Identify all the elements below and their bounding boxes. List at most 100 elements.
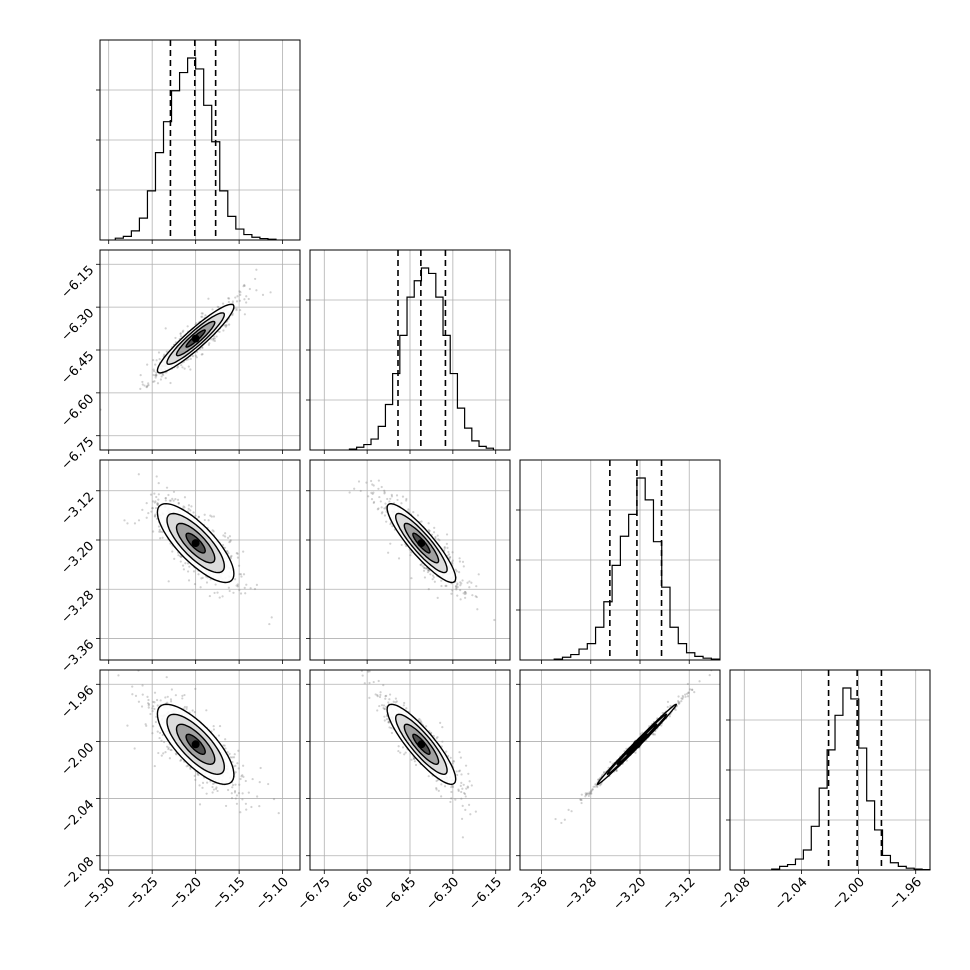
- scatter-point: [254, 277, 257, 281]
- scatter-point: [231, 756, 234, 759]
- scatter-point: [169, 381, 172, 385]
- scatter-point: [158, 731, 162, 735]
- scatter-panel-3-2: [306, 459, 511, 664]
- scatter-point: [377, 479, 380, 482]
- scatter-point: [146, 384, 149, 388]
- scatter-point: [249, 587, 252, 590]
- scatter-point: [235, 802, 239, 805]
- scatter-point: [179, 555, 182, 558]
- scatter-point: [151, 732, 154, 735]
- scatter-point: [140, 705, 144, 708]
- x-tick-label: −6.60: [338, 875, 377, 914]
- scatter-point: [425, 567, 428, 570]
- scatter-point: [455, 770, 458, 773]
- scatter-point: [463, 590, 467, 594]
- scatter-point: [201, 786, 204, 789]
- scatter-point: [233, 791, 237, 794]
- scatter-point: [231, 760, 234, 764]
- scatter-point: [448, 556, 451, 559]
- scatter-point: [405, 497, 408, 501]
- scatter-point: [190, 505, 193, 508]
- scatter-point: [213, 339, 216, 343]
- scatter-point: [197, 516, 200, 519]
- scatter-point: [210, 338, 213, 341]
- scatter-point: [238, 573, 241, 576]
- scatter-point: [205, 709, 208, 712]
- scatter-point: [117, 674, 120, 677]
- scatter-point: [189, 357, 192, 360]
- scatter-point: [686, 695, 690, 698]
- scatter-point: [378, 495, 381, 499]
- scatter-point: [153, 380, 156, 383]
- scatter-point: [451, 760, 455, 763]
- scatter-point: [147, 383, 150, 387]
- scatter-point: [390, 493, 393, 496]
- scatter-point: [457, 788, 460, 791]
- scatter-point: [213, 335, 216, 338]
- scatter-point: [155, 698, 159, 702]
- scatter-point: [222, 744, 225, 747]
- scatter-point: [157, 351, 161, 354]
- scatter-point: [245, 808, 248, 811]
- scatter-points: [117, 670, 280, 815]
- scatter-point: [270, 616, 273, 619]
- scatter-point: [203, 513, 206, 516]
- scatter-point: [174, 497, 177, 501]
- scatter-point: [145, 516, 148, 519]
- scatter-point: [397, 749, 400, 753]
- scatter-point: [385, 520, 388, 523]
- scatter-point: [412, 757, 416, 760]
- scatter-point: [241, 792, 244, 795]
- scatter-point: [476, 608, 479, 611]
- scatter-point: [458, 751, 461, 754]
- scatter-point: [377, 487, 380, 490]
- scatter-point: [258, 805, 261, 808]
- scatter-point: [188, 565, 191, 568]
- scatter-point: [177, 501, 180, 505]
- scatter-point: [377, 507, 380, 510]
- scatter-point: [429, 731, 433, 734]
- y-tick-label: −2.08: [59, 854, 98, 893]
- scatter-point: [383, 507, 386, 510]
- scatter-point: [441, 740, 444, 743]
- density-peak: [191, 539, 200, 548]
- scatter-point: [192, 570, 196, 573]
- scatter-point: [388, 698, 391, 701]
- scatter-point: [431, 574, 435, 577]
- scatter-point: [388, 726, 391, 729]
- scatter-point: [435, 786, 438, 790]
- scatter-point: [192, 511, 195, 514]
- scatter-point: [464, 808, 467, 811]
- scatter-point: [419, 563, 423, 566]
- scatter-point: [131, 685, 134, 688]
- scatter-point: [236, 295, 239, 298]
- scatter-point: [229, 540, 232, 543]
- scatter-point: [169, 698, 173, 701]
- scatter-point: [224, 747, 227, 750]
- scatter-point: [191, 354, 195, 358]
- scatter-point: [137, 473, 140, 476]
- scatter-point: [370, 479, 373, 483]
- scatter-point: [570, 810, 573, 813]
- scatter-point: [141, 684, 144, 687]
- scatter-point: [197, 573, 200, 576]
- scatter-point: [224, 325, 227, 328]
- x-tick-label: −6.45: [381, 875, 420, 914]
- scatter-point: [167, 493, 170, 497]
- scatter-point: [256, 795, 259, 798]
- scatter-point: [359, 489, 362, 493]
- scatter-point: [152, 380, 155, 383]
- scatter-point: [677, 695, 680, 698]
- scatter-point: [457, 789, 460, 792]
- scatter-point: [428, 529, 431, 532]
- scatter-point: [387, 551, 390, 554]
- scatter-point: [235, 584, 238, 587]
- scatter-point: [154, 376, 157, 379]
- scatter-point: [455, 586, 458, 590]
- scatter-point: [177, 554, 180, 557]
- scatter-point: [212, 728, 216, 731]
- scatter-point: [215, 786, 218, 789]
- scatter-point: [224, 532, 227, 535]
- scatter-point: [239, 811, 242, 814]
- scatter-point: [183, 705, 186, 709]
